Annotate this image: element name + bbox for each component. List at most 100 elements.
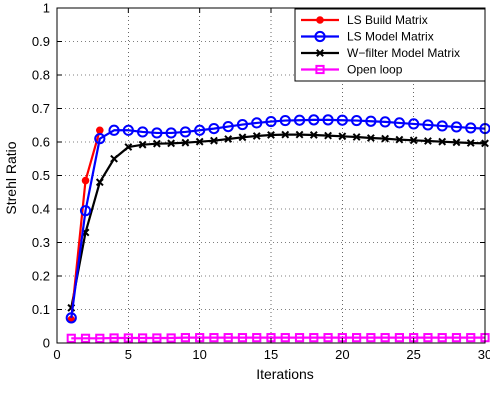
- legend: LS Build Matrix LS Model Matrix W−filter M…: [294, 8, 486, 82]
- data-point: [309, 333, 319, 343]
- data-point: [450, 121, 463, 133]
- data-point: [351, 114, 363, 127]
- data-point: [409, 136, 418, 145]
- data-point: [295, 130, 304, 139]
- data-point: [210, 136, 218, 145]
- y-tick-label: 0.1: [32, 302, 50, 317]
- data-point: [209, 333, 219, 343]
- data-point: [95, 333, 105, 343]
- data-point: [224, 135, 233, 143]
- series-0: [67, 126, 104, 324]
- data-point: [424, 137, 432, 145]
- data-point: [110, 154, 118, 163]
- data-point: [66, 333, 76, 343]
- data-point: [251, 117, 263, 129]
- data-point: [436, 120, 448, 132]
- legend-entry: W−filter Model Matrix: [301, 46, 460, 60]
- x-tick-label: 5: [125, 347, 132, 362]
- data-point: [81, 176, 90, 185]
- data-point: [393, 117, 405, 129]
- data-point: [452, 138, 461, 147]
- data-point: [465, 122, 477, 134]
- y-tick-label: 1: [43, 1, 50, 16]
- legend-label: LS Build Matrix: [347, 13, 428, 27]
- data-point: [237, 333, 248, 343]
- data-point: [280, 333, 290, 343]
- series-line: [71, 336, 485, 340]
- x-tick-label: 10: [192, 347, 206, 362]
- data-point: [194, 124, 206, 136]
- data-point: [294, 333, 305, 343]
- legend-entry: Open loop: [301, 63, 403, 77]
- legend-marker: [315, 64, 325, 75]
- data-point: [395, 135, 404, 144]
- data-point: [324, 131, 332, 140]
- legend-label: W−filter Model Matrix: [347, 46, 460, 60]
- data-point: [96, 126, 104, 135]
- y-tick-label: 0.2: [32, 269, 50, 284]
- y-tick-label: 0.5: [32, 168, 50, 183]
- series-3: [66, 333, 490, 343]
- y-tick-label: 0.4: [32, 202, 50, 217]
- data-point: [336, 114, 348, 126]
- x-axis-label: Iterations: [256, 366, 314, 382]
- data-point: [95, 178, 104, 187]
- series-2: [67, 130, 489, 312]
- data-point: [394, 333, 404, 343]
- data-point: [309, 131, 318, 139]
- series-line: [70, 133, 486, 309]
- x-tick-label: 30: [478, 347, 490, 362]
- series-layer: [65, 114, 490, 343]
- legend-marker: [316, 16, 324, 24]
- data-point: [437, 333, 447, 343]
- data-point: [179, 126, 191, 138]
- data-point: [366, 134, 375, 142]
- data-point: [466, 333, 476, 343]
- data-point: [151, 127, 163, 139]
- data-point: [381, 134, 390, 143]
- data-point: [180, 333, 191, 343]
- data-point: [322, 114, 334, 126]
- data-point: [352, 333, 362, 343]
- y-tick-label: 0.8: [32, 68, 50, 83]
- data-point: [466, 139, 475, 147]
- data-point: [181, 138, 190, 147]
- data-point: [451, 333, 462, 343]
- data-point: [167, 139, 176, 148]
- data-point: [166, 333, 176, 343]
- data-point: [94, 133, 106, 145]
- data-point: [109, 333, 119, 343]
- data-point: [108, 124, 120, 136]
- data-point: [222, 120, 234, 133]
- data-point: [338, 132, 347, 141]
- data-point: [365, 115, 377, 127]
- data-point: [323, 333, 333, 343]
- data-point: [152, 139, 161, 148]
- data-point: [293, 114, 306, 126]
- x-tick-label: 15: [264, 347, 278, 362]
- x-tick-label: 20: [335, 347, 349, 362]
- data-point: [152, 333, 162, 343]
- y-tick-label: 0.6: [32, 135, 50, 150]
- data-point: [138, 140, 147, 149]
- data-point: [138, 333, 148, 343]
- ticks-layer: 0 5 10 15 20 25 30 0 0.1 0.2 0.3 0.4 0.5 0.6 0.7 0.8 0.9…: [32, 1, 490, 363]
- data-point: [279, 114, 291, 127]
- legend-entry: LS Model Matrix: [301, 30, 434, 44]
- data-point: [438, 137, 447, 146]
- data-point: [366, 333, 376, 343]
- data-point: [380, 333, 390, 343]
- data-point: [265, 115, 277, 128]
- legend-marker: [314, 30, 326, 43]
- data-point: [79, 205, 92, 217]
- data-point: [208, 123, 220, 135]
- data-point: [408, 118, 420, 130]
- data-point: [423, 333, 433, 343]
- data-point: [195, 137, 204, 146]
- data-point: [165, 127, 177, 139]
- y-tick-label: 0: [43, 336, 50, 351]
- data-point: [137, 126, 149, 138]
- legend-label: LS Model Matrix: [347, 30, 434, 44]
